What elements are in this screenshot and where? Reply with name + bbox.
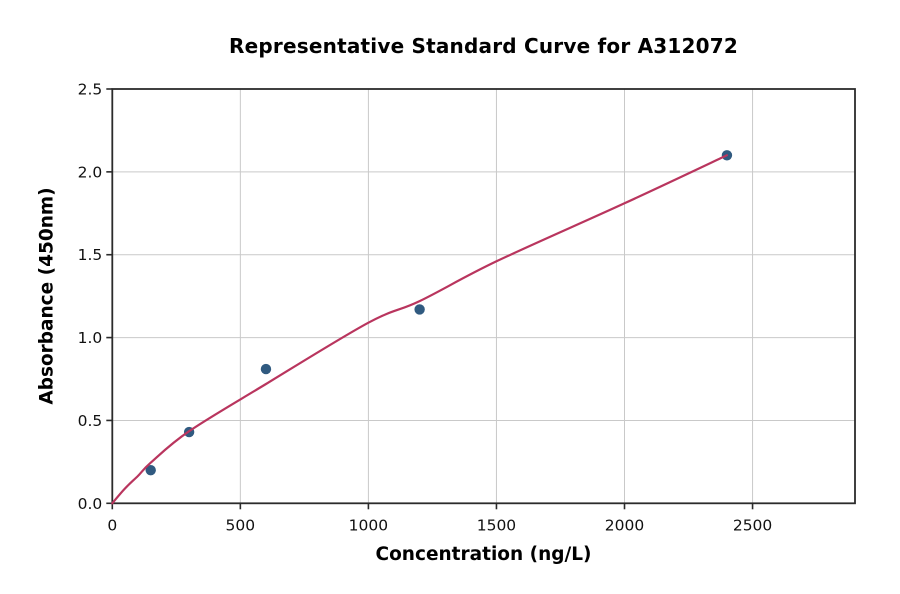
x-axis-label: Concentration (ng/L) (375, 544, 592, 565)
y-tick-label: 2.5 (78, 81, 103, 99)
y-tick-label: 0.0 (78, 495, 103, 513)
data-point (145, 464, 156, 476)
x-tick-label: 1000 (349, 516, 388, 534)
fit-curve (111, 154, 728, 505)
y-tick-label: 2.0 (78, 163, 103, 181)
x-tick-label: 2000 (605, 516, 644, 534)
y-tick-label: 0.5 (78, 412, 103, 430)
y-tick-label: 1.5 (78, 246, 103, 264)
x-tick-label: 2500 (733, 516, 772, 534)
y-tick-label: 1.0 (78, 329, 103, 347)
data-point (260, 363, 272, 375)
x-tick-label: 1500 (477, 516, 516, 534)
chart-title: Representative Standard Curve for A31207… (229, 34, 738, 58)
x-tick-label: 500 (226, 516, 256, 534)
data-point (414, 304, 425, 315)
x-tick-label: 0 (107, 516, 117, 534)
axes-spines (111, 88, 856, 505)
